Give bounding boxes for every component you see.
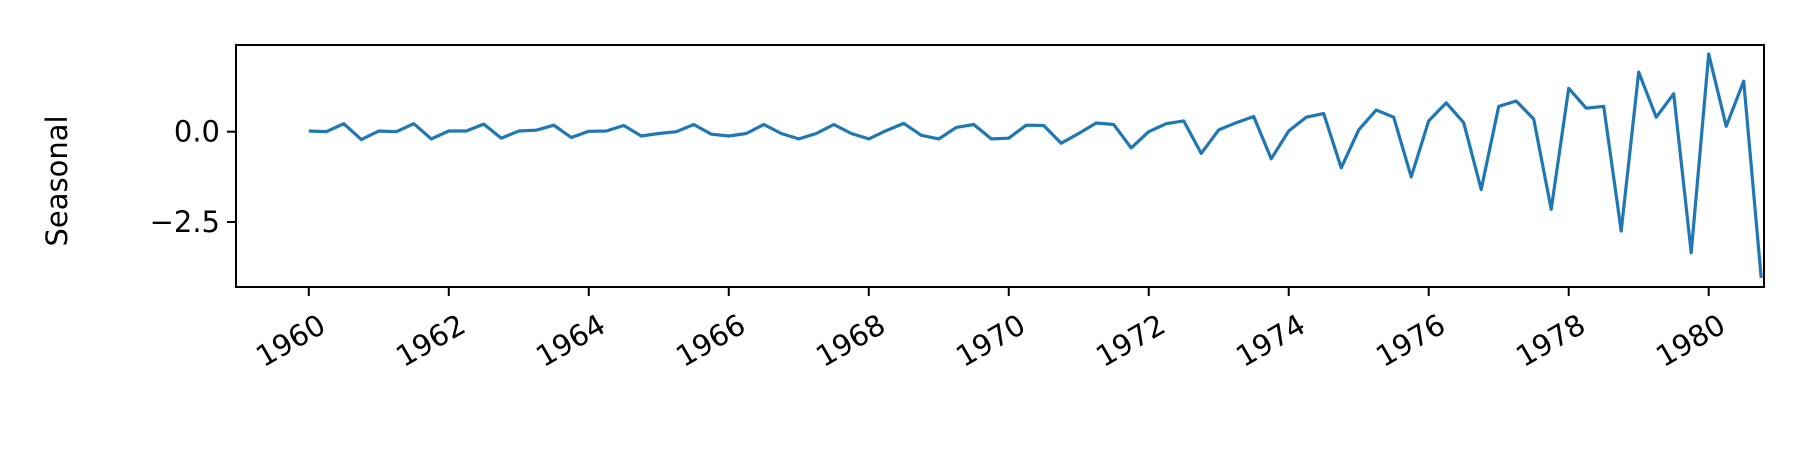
- seasonal-series-line: [308, 52, 1763, 279]
- y-axis-title: Seasonal: [40, 115, 74, 246]
- plot-area-frame: [235, 44, 1765, 288]
- y-tick-label: 0.0: [174, 115, 220, 149]
- y-tick-label: −2.5: [150, 205, 220, 239]
- y-axis-ticks: 0.0 −2.5: [150, 115, 236, 239]
